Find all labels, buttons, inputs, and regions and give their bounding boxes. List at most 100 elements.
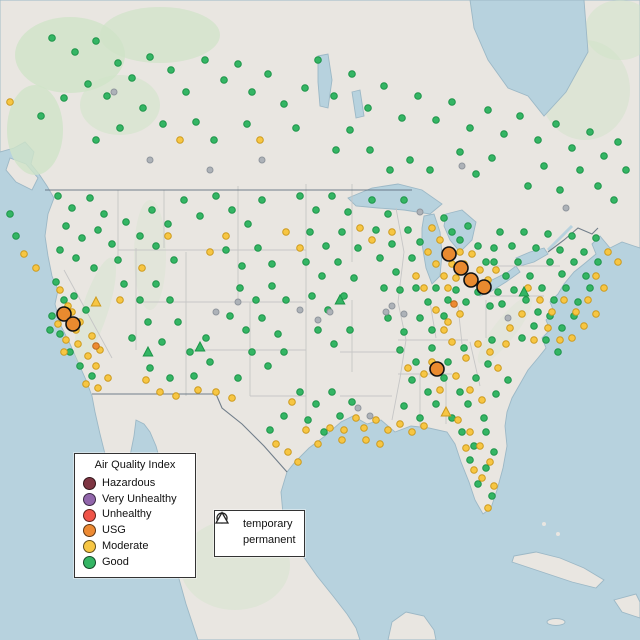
aqi-marker-good[interactable]	[60, 94, 68, 102]
aqi-marker-moderate[interactable]	[604, 248, 612, 256]
aqi-marker-good[interactable]	[388, 240, 396, 248]
aqi-marker-nodata[interactable]	[234, 298, 242, 306]
aqi-marker-moderate[interactable]	[104, 374, 112, 382]
aqi-marker-good[interactable]	[542, 336, 550, 344]
aqi-marker-nodata[interactable]	[206, 166, 214, 174]
aqi-marker-nodata[interactable]	[366, 412, 374, 420]
aqi-marker-moderate[interactable]	[294, 458, 302, 466]
aqi-marker-moderate[interactable]	[62, 336, 70, 344]
aqi-marker-usg[interactable]	[450, 300, 458, 308]
aqi-marker-good[interactable]	[354, 244, 362, 252]
aqi-marker-moderate[interactable]	[360, 424, 368, 432]
aqi-marker-moderate[interactable]	[614, 258, 622, 266]
aqi-marker-good[interactable]	[502, 272, 510, 280]
aqi-marker-good[interactable]	[610, 196, 618, 204]
aqi-marker-moderate[interactable]	[256, 136, 264, 144]
aqi-marker-good[interactable]	[558, 270, 566, 278]
aqi-marker-nodata[interactable]	[382, 308, 390, 316]
aqi-marker-good[interactable]	[558, 324, 566, 332]
aqi-marker-moderate[interactable]	[142, 376, 150, 384]
aqi-marker-good[interactable]	[400, 196, 408, 204]
aqi-marker-good[interactable]	[554, 348, 562, 356]
aqi-marker-moderate[interactable]	[314, 440, 322, 448]
aqi-marker-good[interactable]	[404, 226, 412, 234]
aqi-marker-good[interactable]	[103, 92, 111, 100]
aqi-marker-good[interactable]	[416, 314, 424, 322]
aqi-marker-good[interactable]	[82, 306, 90, 314]
aqi-marker-good[interactable]	[314, 56, 322, 64]
aqi-marker-good[interactable]	[392, 268, 400, 276]
aqi-marker-good[interactable]	[114, 256, 122, 264]
aqi-marker-moderate[interactable]	[456, 248, 464, 256]
aqi-marker-moderate[interactable]	[222, 232, 230, 240]
aqi-marker-good[interactable]	[301, 84, 309, 92]
aqi-marker-good[interactable]	[120, 280, 128, 288]
aqi-marker-good[interactable]	[538, 284, 546, 292]
aqi-marker-good[interactable]	[192, 118, 200, 126]
aqi-marker-moderate[interactable]	[194, 386, 202, 394]
aqi-marker-good[interactable]	[338, 228, 346, 236]
aqi-marker-good[interactable]	[504, 376, 512, 384]
aqi-marker-good[interactable]	[510, 286, 518, 294]
aqi-marker-good[interactable]	[148, 206, 156, 214]
aqi-marker-good[interactable]	[400, 402, 408, 410]
aqi-marker-moderate[interactable]	[284, 448, 292, 456]
aqi-marker-good[interactable]	[78, 234, 86, 242]
aqi-marker-moderate[interactable]	[88, 332, 96, 340]
aqi-marker-moderate[interactable]	[176, 136, 184, 144]
aqi-marker-good[interactable]	[534, 136, 542, 144]
aqi-marker-good[interactable]	[484, 360, 492, 368]
aqi-marker-good[interactable]	[312, 206, 320, 214]
aqi-marker-good[interactable]	[364, 104, 372, 112]
aqi-marker-good[interactable]	[84, 80, 92, 88]
aqi-marker-good[interactable]	[304, 416, 312, 424]
aqi-marker-good[interactable]	[62, 222, 70, 230]
aqi-marker-good[interactable]	[556, 186, 564, 194]
aqi-marker-moderate[interactable]	[352, 414, 360, 422]
aqi-marker-usg_large[interactable]	[453, 260, 469, 276]
aqi-marker-good[interactable]	[488, 154, 496, 162]
aqi-marker-good[interactable]	[292, 124, 300, 132]
aqi-marker-good[interactable]	[492, 390, 500, 398]
aqi-marker-good[interactable]	[368, 196, 376, 204]
aqi-marker-good[interactable]	[92, 136, 100, 144]
aqi-marker-good_permanent[interactable]	[194, 340, 206, 352]
aqi-marker-good[interactable]	[556, 246, 564, 254]
aqi-marker-good[interactable]	[466, 124, 474, 132]
aqi-marker-good[interactable]	[266, 426, 274, 434]
aqi-marker-good[interactable]	[416, 238, 424, 246]
aqi-marker-good[interactable]	[320, 428, 328, 436]
aqi-marker-good[interactable]	[158, 338, 166, 346]
aqi-marker-good[interactable]	[384, 314, 392, 322]
aqi-marker-good[interactable]	[514, 258, 522, 266]
aqi-marker-good[interactable]	[201, 56, 209, 64]
aqi-marker-moderate[interactable]	[518, 310, 526, 318]
aqi-marker-moderate[interactable]	[560, 296, 568, 304]
aqi-marker-moderate[interactable]	[444, 318, 452, 326]
aqi-marker-good[interactable]	[490, 448, 498, 456]
aqi-marker-good[interactable]	[146, 364, 154, 372]
aqi-marker-good[interactable]	[550, 296, 558, 304]
aqi-marker-good[interactable]	[570, 258, 578, 266]
aqi-marker-good_permanent[interactable]	[142, 345, 154, 357]
aqi-marker-moderate[interactable]	[436, 386, 444, 394]
aqi-marker-moderate[interactable]	[452, 372, 460, 380]
aqi-marker-moderate[interactable]	[468, 250, 476, 258]
aqi-marker-moderate[interactable]	[592, 310, 600, 318]
aqi-marker-good[interactable]	[562, 284, 570, 292]
aqi-marker-good[interactable]	[220, 76, 228, 84]
aqi-marker-good[interactable]	[12, 232, 20, 240]
aqi-marker-good[interactable]	[152, 280, 160, 288]
aqi-marker-good[interactable]	[46, 326, 54, 334]
aqi-marker-good[interactable]	[6, 210, 14, 218]
aqi-marker-good[interactable]	[412, 284, 420, 292]
aqi-marker-moderate[interactable]	[486, 458, 494, 466]
aqi-marker-good[interactable]	[398, 114, 406, 122]
aqi-marker-good[interactable]	[396, 286, 404, 294]
aqi-marker-good[interactable]	[136, 232, 144, 240]
aqi-marker-good[interactable]	[520, 228, 528, 236]
aqi-marker-good[interactable]	[576, 166, 584, 174]
aqi-marker-nodata[interactable]	[458, 162, 466, 170]
aqi-marker-good[interactable]	[386, 166, 394, 174]
aqi-marker-moderate[interactable]	[116, 296, 124, 304]
